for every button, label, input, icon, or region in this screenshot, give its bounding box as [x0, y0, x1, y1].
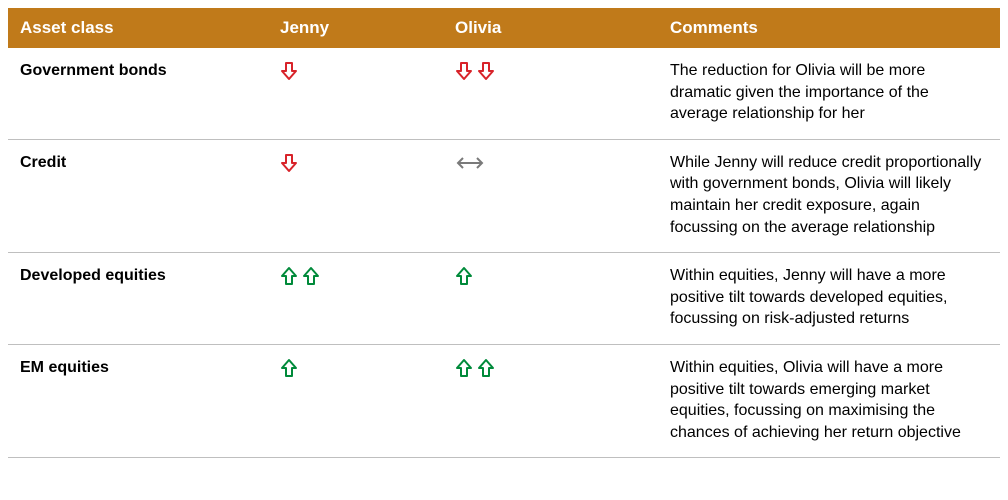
down-arrow-icon [280, 62, 302, 79]
col-header-comments: Comments [658, 8, 1000, 48]
up-arrow-icon [280, 359, 302, 376]
cell-olivia [443, 48, 658, 139]
cell-jenny [268, 139, 443, 252]
table-row: Credit While Jenny will reduce credit pro… [8, 139, 1000, 252]
cell-jenny [268, 344, 443, 457]
table-header-row: Asset class Jenny Olivia Comments [8, 8, 1000, 48]
down-arrow-icon [280, 154, 302, 171]
cell-asset: Credit [8, 139, 268, 252]
cell-olivia [443, 139, 658, 252]
cell-jenny [268, 48, 443, 139]
col-header-asset: Asset class [8, 8, 268, 48]
cell-comments: Within equities, Olivia will have a more… [658, 344, 1000, 457]
cell-olivia [443, 344, 658, 457]
flat-arrow-icon [455, 154, 489, 171]
cell-asset: EM equities [8, 344, 268, 457]
table-body: Government bonds The reduction for Olivia… [8, 48, 1000, 458]
cell-asset: Developed equities [8, 253, 268, 345]
up-arrow-icon [455, 267, 477, 284]
table-row: EM equities Within equities, Olivia will … [8, 344, 1000, 457]
cell-comments: The reduction for Olivia will be more dr… [658, 48, 1000, 139]
col-header-olivia: Olivia [443, 8, 658, 48]
asset-class-table: Asset class Jenny Olivia Comments Govern… [8, 8, 1000, 458]
up-arrow-icon [455, 359, 499, 376]
cell-comments: While Jenny will reduce credit proportio… [658, 139, 1000, 252]
up-arrow-icon [280, 267, 324, 284]
cell-comments: Within equities, Jenny will have a more … [658, 253, 1000, 345]
cell-jenny [268, 253, 443, 345]
col-header-jenny: Jenny [268, 8, 443, 48]
down-arrow-icon [455, 62, 499, 79]
cell-asset: Government bonds [8, 48, 268, 139]
table-row: Government bonds The reduction for Olivia… [8, 48, 1000, 139]
cell-olivia [443, 253, 658, 345]
table-row: Developed equities Within equities, Jenny… [8, 253, 1000, 345]
